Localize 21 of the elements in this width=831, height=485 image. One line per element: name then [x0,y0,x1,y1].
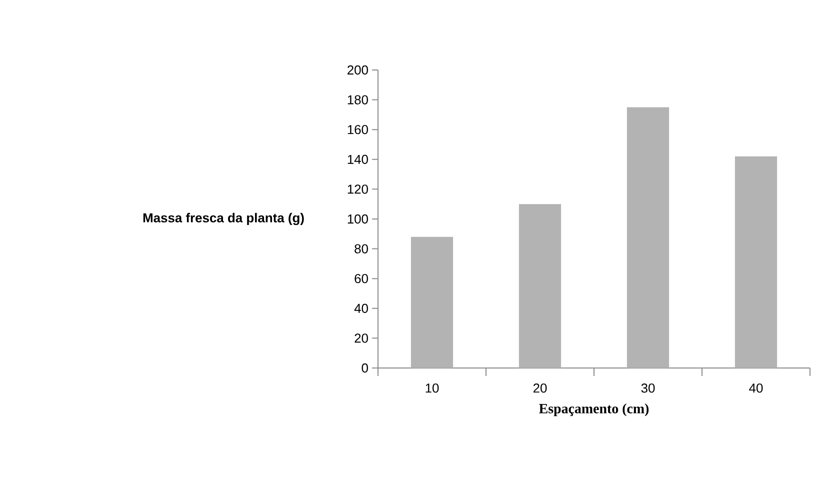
y-tick-label: 200 [348,65,368,75]
y-tick-label: 180 [348,95,368,104]
y-tick-label: 120 [348,184,368,194]
x-tick-label: 20 [533,384,547,393]
bar [626,107,670,368]
y-tick-label: 60 [354,274,368,284]
bar [410,236,454,368]
x-tick-label: 40 [749,384,763,393]
y-tick-label: 160 [348,125,368,134]
y-tick-label: 0 [362,363,368,373]
x-tick-label: 30 [641,384,655,393]
x-tick-label: 10 [426,384,439,393]
y-tick-label: 100 [348,214,368,224]
bar [734,156,778,368]
y-tick-label: 80 [354,244,368,254]
bar [518,204,562,368]
y-tick-label: 20 [354,334,368,343]
y-tick-label: 140 [348,154,368,164]
y-tick-label: 40 [354,304,368,313]
x-axis-title: Espaçamento (cm) [539,404,649,416]
y-axis-title: Massa fresca da planta (g) [143,212,304,226]
